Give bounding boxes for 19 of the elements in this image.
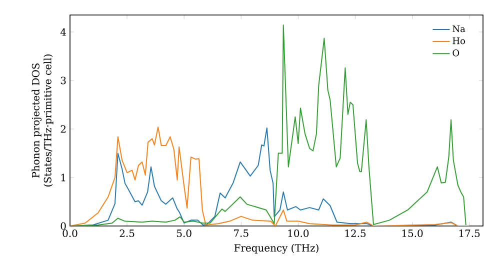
legend-label: Ho — [452, 38, 465, 44]
x-axis-title: Frequency (THz) — [234, 244, 318, 254]
y-tick-label: 3 — [60, 76, 66, 84]
x-tick-label: 0.0 — [62, 230, 78, 238]
y-tick-label: 2 — [60, 125, 66, 133]
y-axis-title: Phonon projected DOS (States/THz·primitive cell) — [32, 54, 54, 186]
x-tick-label: 12.5 — [345, 230, 366, 238]
x-tick-label: 5.0 — [177, 230, 192, 238]
legend-label: Na — [452, 26, 466, 32]
line-series — [70, 24, 466, 226]
x-tick-label: 15.0 — [402, 230, 423, 238]
legend-label: O — [452, 50, 460, 56]
x-tick-label: 7.5 — [234, 230, 248, 237]
x-tick-label: 10.0 — [288, 230, 309, 238]
y-tick-label: 0 — [60, 222, 66, 230]
x-tick-label: 17.5 — [459, 230, 480, 238]
x-tick-label: 2.5 — [120, 230, 134, 238]
y-tick-label: 1 — [61, 174, 66, 182]
y-tick-label: 4 — [60, 28, 66, 36]
